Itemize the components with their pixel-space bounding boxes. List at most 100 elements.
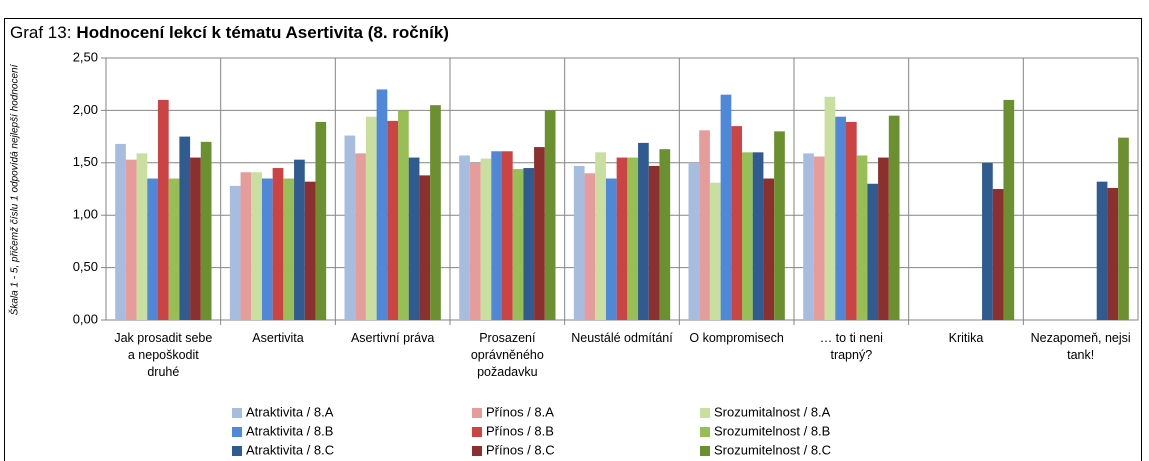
legend-label: Srozumitelnost / 8.B xyxy=(714,423,830,438)
bar xyxy=(878,157,889,320)
title-prefix: Graf 13: xyxy=(10,23,71,42)
legend-swatch xyxy=(232,446,242,456)
bar xyxy=(638,142,649,320)
legend-swatch xyxy=(700,427,710,437)
legend-swatch xyxy=(232,408,242,418)
bar xyxy=(272,168,284,320)
bar xyxy=(387,120,399,320)
bar xyxy=(261,178,273,320)
legend-label: Atraktivita / 8.B xyxy=(246,423,333,438)
bar xyxy=(125,159,137,320)
bar xyxy=(584,173,596,320)
bar xyxy=(544,110,556,321)
bar xyxy=(315,121,327,320)
bar xyxy=(190,157,201,320)
legend-label: Srozumitelnost / 8.C xyxy=(714,442,831,457)
y-tick-label: 2,00 xyxy=(73,102,98,117)
bar xyxy=(648,165,660,320)
bar xyxy=(1096,181,1108,320)
bar xyxy=(512,169,524,320)
legend-label: Srozumitalnost / 8.A xyxy=(714,404,831,419)
bar xyxy=(157,99,169,320)
bar xyxy=(595,152,606,320)
chart-frame xyxy=(4,18,1142,461)
bar xyxy=(731,126,743,321)
bar xyxy=(480,158,492,320)
bar xyxy=(251,172,262,320)
bar xyxy=(240,172,252,320)
x-tick-label: Nezapomeň, nejsi tank! xyxy=(1030,331,1131,362)
bar xyxy=(982,162,993,320)
bar xyxy=(304,181,316,320)
legend-label: Přínos / 8.B xyxy=(486,423,554,438)
bar xyxy=(1107,187,1119,320)
x-tick-label: … to ti neni trapný? xyxy=(819,331,883,362)
legend-swatch xyxy=(232,427,242,437)
y-tick-label: 0,50 xyxy=(73,259,98,274)
bar xyxy=(845,121,857,320)
bar xyxy=(763,178,775,320)
bar xyxy=(688,162,700,320)
bar xyxy=(376,89,388,320)
x-tick-label: O kompromisech xyxy=(689,331,784,345)
legend-label: Atraktivita / 8.A xyxy=(246,404,334,419)
bar xyxy=(742,152,753,320)
y-tick-label: 2,50 xyxy=(73,49,98,64)
bar xyxy=(856,155,868,320)
bar xyxy=(699,130,710,320)
bar xyxy=(627,157,639,320)
bar xyxy=(147,178,158,320)
bar xyxy=(398,110,409,321)
bar xyxy=(419,175,431,320)
bar xyxy=(501,151,513,320)
bar xyxy=(573,165,585,320)
chart-title: Graf 13: Hodnocení lekcí k tématu Asertiv… xyxy=(10,23,449,42)
bar xyxy=(616,157,628,320)
bar xyxy=(824,96,836,320)
bar xyxy=(200,141,212,320)
bar xyxy=(534,147,545,320)
y-tick-label: 1,50 xyxy=(73,154,98,169)
legend-swatch xyxy=(472,427,482,437)
bar xyxy=(1118,137,1129,320)
bar xyxy=(115,143,126,320)
bar xyxy=(344,135,356,320)
bar xyxy=(803,153,814,320)
legend-swatch xyxy=(472,408,482,418)
bar xyxy=(459,155,470,320)
bar xyxy=(1003,99,1015,320)
bar xyxy=(365,116,377,320)
bar xyxy=(179,136,191,320)
bar xyxy=(752,152,764,320)
x-tick-label: Neustálé odmítání xyxy=(571,331,673,345)
bar xyxy=(430,105,441,320)
bar xyxy=(229,185,241,320)
bar xyxy=(813,156,825,320)
bar xyxy=(469,162,481,320)
bar xyxy=(294,159,305,320)
bar xyxy=(992,189,1004,320)
title-main: Hodnocení lekcí k tématu Asertivita (8. … xyxy=(76,23,449,42)
bar xyxy=(774,131,785,320)
legend-label: Přínos / 8.C xyxy=(486,442,555,457)
bar xyxy=(709,182,721,320)
bar xyxy=(283,178,295,320)
bar xyxy=(867,183,879,320)
bar xyxy=(605,178,617,320)
bar xyxy=(888,115,900,320)
y-tick-label: 1,00 xyxy=(73,207,98,222)
x-tick-label: Asertivita xyxy=(252,331,304,345)
bar xyxy=(136,153,148,320)
bar xyxy=(408,157,420,320)
legend-swatch xyxy=(700,408,710,418)
bar xyxy=(491,151,502,320)
x-tick-label: Kritika xyxy=(948,331,984,345)
bar xyxy=(355,153,366,320)
legend-swatch xyxy=(700,446,710,456)
legend-label: Přínos / 8.A xyxy=(486,404,554,419)
bar xyxy=(720,94,732,321)
bar xyxy=(523,168,535,320)
y-axis-label: Škala 1 - 5, přičemž číslu 1 odpovídá ne… xyxy=(8,63,21,315)
